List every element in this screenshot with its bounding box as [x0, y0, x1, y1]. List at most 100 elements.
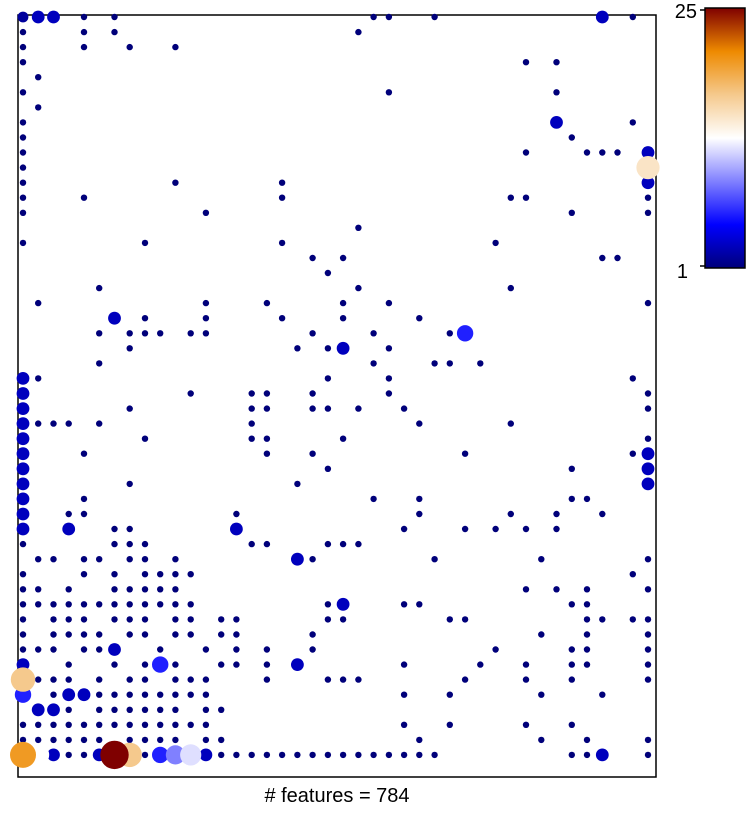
data-point: [96, 556, 103, 563]
data-point: [35, 736, 42, 744]
data-point: [16, 402, 30, 415]
data-point: [492, 239, 499, 247]
data-point: [187, 601, 194, 608]
data-point: [187, 721, 194, 728]
data-point: [568, 209, 575, 216]
data-point: [461, 525, 469, 533]
data-point: [126, 601, 133, 608]
data-point: [263, 751, 271, 759]
data-point: [309, 556, 316, 563]
data-point: [416, 510, 423, 518]
data-point: [65, 616, 72, 623]
data-point: [96, 691, 103, 698]
data-point: [19, 736, 27, 744]
data-point: [400, 601, 408, 608]
data-point: [111, 586, 118, 593]
data-point: [126, 345, 133, 352]
data-point: [339, 254, 347, 262]
data-point: [108, 311, 121, 325]
data-point: [553, 89, 560, 96]
data-point: [278, 751, 286, 759]
data-point: [80, 194, 88, 201]
data-point: [96, 360, 103, 367]
data-point: [233, 616, 240, 623]
data-point: [336, 341, 350, 355]
data-point: [538, 736, 545, 744]
data-point: [202, 721, 210, 728]
data-point: [50, 691, 57, 698]
data-point: [31, 10, 45, 24]
data-point: [202, 299, 210, 307]
data-point: [141, 661, 149, 668]
data-point: [96, 646, 103, 653]
data-point: [553, 510, 560, 518]
data-point: [96, 601, 103, 608]
data-point: [309, 405, 316, 412]
data-point: [492, 525, 499, 533]
data-point: [35, 420, 42, 427]
data-point: [644, 405, 652, 412]
data-point: [111, 721, 118, 728]
data-point: [172, 556, 179, 563]
data-point: [172, 736, 179, 744]
colorbar: [704, 7, 746, 269]
data-point: [111, 13, 118, 21]
data-point: [50, 736, 57, 744]
data-point: [400, 721, 408, 728]
data-point: [111, 601, 118, 608]
data-point: [218, 631, 225, 638]
data-point: [165, 745, 185, 765]
data-point: [248, 540, 255, 548]
data-point: [309, 254, 316, 262]
data-point: [50, 721, 57, 728]
data-point: [370, 495, 377, 503]
colorbar-max-label: 25: [675, 1, 697, 23]
data-point: [172, 691, 179, 698]
data-point: [324, 540, 332, 548]
data-point: [65, 661, 72, 668]
data-point: [96, 330, 103, 337]
data-point: [248, 405, 255, 412]
data-point: [19, 59, 27, 66]
data-point: [126, 676, 133, 683]
data-point: [385, 751, 393, 759]
data-point: [507, 194, 514, 201]
data-point: [522, 525, 530, 533]
data-point: [599, 616, 606, 623]
data-point: [416, 736, 423, 744]
data-point: [644, 435, 652, 442]
data-point: [157, 736, 164, 744]
data-point: [400, 691, 408, 698]
data-point: [16, 462, 30, 476]
data-point: [65, 751, 72, 759]
data-point: [446, 360, 453, 367]
data-point: [19, 149, 27, 156]
data-point: [19, 239, 27, 247]
data-point: [263, 540, 271, 548]
data-point: [568, 495, 575, 503]
data-point: [152, 746, 169, 764]
data-point: [278, 179, 286, 186]
data-point: [233, 631, 240, 638]
data-point: [35, 646, 42, 653]
data-point: [324, 345, 332, 352]
data-point: [16, 417, 30, 430]
data-point: [416, 495, 423, 503]
data-point: [278, 315, 286, 322]
data-point: [111, 661, 118, 668]
data-point: [172, 616, 179, 623]
data-point: [355, 751, 362, 759]
data-point: [157, 691, 164, 698]
data-point: [65, 510, 72, 518]
data-point: [324, 676, 332, 683]
data-point: [538, 691, 545, 698]
data-point: [202, 676, 210, 683]
data-point: [100, 740, 129, 770]
data-point: [538, 556, 545, 563]
data-point: [339, 435, 347, 442]
data-point: [35, 104, 42, 111]
data-point: [187, 330, 194, 337]
data-point: [187, 691, 194, 698]
data-point: [202, 209, 210, 216]
data-point: [339, 315, 347, 322]
